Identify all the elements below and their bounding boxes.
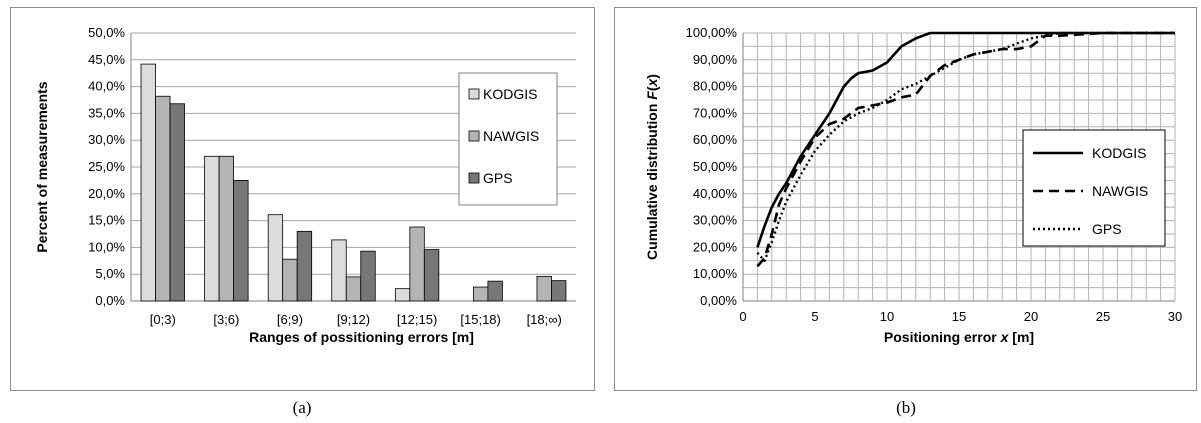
- legend-swatch-gps: [468, 172, 480, 184]
- x-tick-label: 30: [1168, 309, 1182, 324]
- y-tick-label: 20,0%: [88, 186, 125, 201]
- y-tick-label: 40,0%: [88, 79, 125, 94]
- bar-nawgis: [409, 226, 425, 302]
- y-tick-label: 60,00%: [693, 132, 738, 147]
- x-tick-label: 0: [739, 309, 746, 324]
- bar-nawgis: [282, 258, 298, 302]
- caption-b: (b): [896, 398, 916, 417]
- y-tick-label: 20,00%: [693, 239, 738, 254]
- y-tick-label: 45,0%: [88, 52, 125, 67]
- x-tick-label: [3;6): [213, 312, 239, 327]
- y-axis-title: Cumulative distribution F(x): [644, 74, 660, 260]
- y-tick-label: 80,00%: [693, 79, 738, 94]
- x-tick-label: [18;∞): [527, 312, 562, 327]
- legend-label: GPS: [1092, 221, 1122, 237]
- bar-gps: [233, 179, 249, 302]
- legend-label: NAWGIS: [1092, 183, 1148, 199]
- bar-gps: [487, 280, 503, 302]
- y-tick-label: 30,0%: [88, 132, 125, 147]
- legend-label: KODGIS: [483, 86, 537, 102]
- bar-gps: [423, 249, 440, 302]
- legend-label: NAWGIS: [483, 128, 539, 144]
- series-line-nawgis: [756, 31, 1175, 268]
- bar-nawgis: [155, 95, 171, 302]
- x-tick-label: 5: [811, 309, 818, 324]
- legend-swatch-nawgis: [468, 130, 480, 142]
- series-line-kodgis: [756, 31, 1175, 248]
- y-tick-label: 5,0%: [95, 266, 125, 281]
- legend-label: GPS: [483, 170, 513, 186]
- y-tick-label: 50,00%: [693, 159, 738, 174]
- x-axis-title: Ranges of possitioning errors [m]: [249, 329, 474, 345]
- x-tick-label: 15: [952, 309, 966, 324]
- bar-kodgis: [204, 155, 220, 302]
- y-tick-label: 50,0%: [88, 25, 125, 40]
- y-tick-label: 10,00%: [693, 266, 738, 281]
- bar-kodgis: [394, 288, 411, 302]
- y-tick-label: 10,0%: [88, 239, 125, 254]
- y-tick-label: 35,0%: [88, 105, 125, 120]
- bar-nawgis: [536, 275, 552, 302]
- x-tick-label: 20: [1024, 309, 1038, 324]
- legend: KODGIS NAWGIS GPS: [1022, 129, 1166, 247]
- bar-kodgis: [331, 239, 347, 302]
- bar-chart: 0,0% 5,0% 10,0% 15,0% 20,0% 25,0% 30,0% 35,0% 40…: [34, 25, 576, 345]
- y-tick-label: 90,00%: [693, 52, 738, 67]
- x-tick-label: [15;18): [460, 312, 500, 327]
- x-tick-label: [6;9): [277, 312, 303, 327]
- x-tick-label: [9;12): [337, 312, 370, 327]
- caption-a: (a): [292, 398, 312, 417]
- bar-nawgis: [472, 286, 489, 302]
- legend: KODGIS NAWGIS GPS: [458, 72, 558, 206]
- y-tick-label: 40,00%: [693, 186, 738, 201]
- x-tick-label: 25: [1096, 309, 1110, 324]
- bar-kodgis: [140, 63, 156, 302]
- legend-swatch-kodgis: [468, 88, 480, 100]
- y-tick-label: 70,00%: [693, 105, 738, 120]
- bar-kodgis: [267, 214, 284, 302]
- legend-label: KODGIS: [1092, 145, 1146, 161]
- x-tick-label: 10: [880, 309, 894, 324]
- y-tick-label: 15,0%: [88, 213, 125, 228]
- y-axis-title: Percent of measurements: [34, 81, 50, 252]
- legend-box: [1022, 129, 1166, 247]
- bar-gps: [360, 250, 376, 302]
- cdf-chart-panel: 0,00% 10,00% 20,00% 30,00% 40,00% 50,00% 60,00…: [614, 7, 1197, 391]
- bar-nawgis: [218, 155, 235, 302]
- cdf-line-chart: 0,00% 10,00% 20,00% 30,00% 40,00% 50,00% 60,00…: [644, 25, 1182, 345]
- bar-gps: [551, 280, 567, 302]
- x-axis-title: Positioning error x [m]: [884, 329, 1034, 345]
- y-tick-label: 100,00%: [686, 25, 738, 40]
- y-tick-label: 25,0%: [88, 159, 125, 174]
- x-tick-label: [12;15): [397, 312, 437, 327]
- x-tick-label: [0;3): [150, 312, 176, 327]
- y-tick-label: 30,00%: [693, 213, 738, 228]
- bar-gps: [169, 103, 185, 302]
- y-tick-label: 0,00%: [700, 293, 737, 308]
- y-tick-label: 0,0%: [95, 293, 125, 308]
- bar-gps: [296, 230, 313, 302]
- bar-nawgis: [345, 276, 362, 302]
- bar-chart-panel: 0,0% 5,0% 10,0% 15,0% 20,0% 25,0% 30,0% 35,0% 40…: [10, 7, 595, 391]
